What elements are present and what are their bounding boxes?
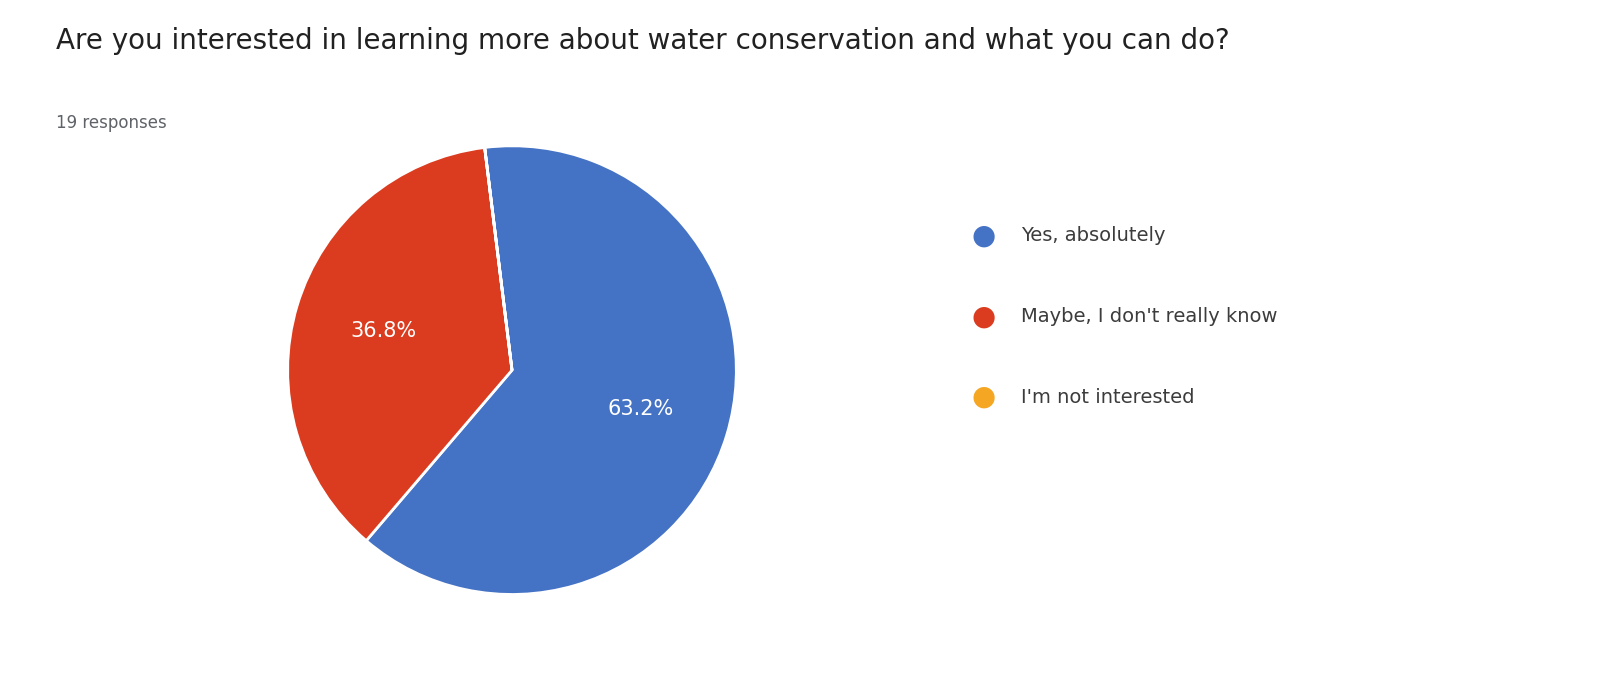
Text: 63.2%: 63.2% <box>608 399 674 419</box>
Text: ●: ● <box>971 221 997 250</box>
Text: I'm not interested: I'm not interested <box>1021 388 1194 406</box>
Text: Are you interested in learning more about water conservation and what you can do: Are you interested in learning more abou… <box>56 27 1230 55</box>
Text: 36.8%: 36.8% <box>350 321 416 341</box>
Wedge shape <box>288 147 512 540</box>
Wedge shape <box>485 147 512 370</box>
Text: Maybe, I don't really know: Maybe, I don't really know <box>1021 307 1277 326</box>
Text: 19 responses: 19 responses <box>56 114 166 133</box>
Wedge shape <box>366 146 736 594</box>
Text: Yes, absolutely: Yes, absolutely <box>1021 226 1165 245</box>
Text: ●: ● <box>971 302 997 330</box>
Text: ●: ● <box>971 383 997 411</box>
